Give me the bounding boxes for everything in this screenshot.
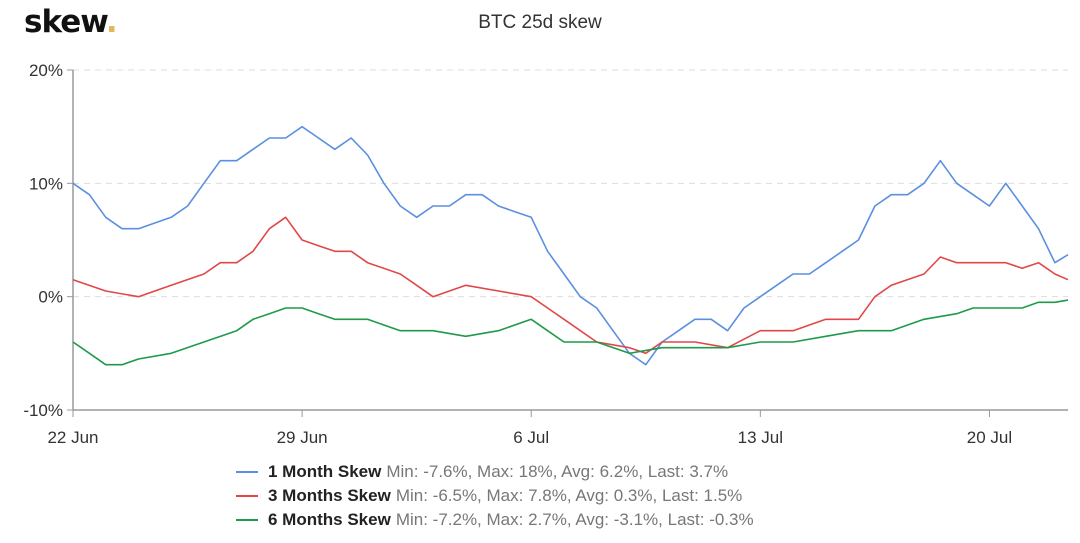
logo-text: skew: [24, 4, 107, 40]
legend-swatch: [236, 519, 258, 521]
chart-title: BTC 25d skew: [478, 12, 602, 33]
legend-item[interactable]: 1 Month Skew Min: -7.6%, Max: 18%, Avg: 6…: [236, 460, 754, 484]
x-tick-label: 13 Jul: [738, 428, 783, 447]
skew-logo: skew.: [24, 4, 118, 40]
series-line-3: [72, 299, 1069, 366]
x-tick-label: 22 Jun: [47, 428, 98, 447]
y-tick-label: 10%: [29, 174, 63, 193]
y-tick-label: 20%: [29, 61, 63, 80]
legend: 1 Month Skew Min: -7.6%, Max: 18%, Avg: 6…: [236, 460, 754, 532]
x-tick-label: 29 Jun: [277, 428, 328, 447]
legend-swatch: [236, 495, 258, 497]
y-tick-label: -10%: [23, 401, 63, 420]
legend-series-stats: Min: -7.2%, Max: 2.7%, Avg: -3.1%, Last:…: [395, 510, 754, 529]
legend-series-name: 6 Months Skew: [268, 510, 391, 529]
legend-series-name: 1 Month Skew: [268, 462, 382, 481]
legend-item[interactable]: 6 Months Skew Min: -7.2%, Max: 2.7%, Avg:…: [236, 508, 754, 532]
y-tick-label: 0%: [38, 288, 63, 307]
legend-series-stats: Min: -6.5%, Max: 7.8%, Avg: 0.3%, Last: …: [395, 486, 743, 505]
legend-item[interactable]: 3 Months Skew Min: -6.5%, Max: 7.8%, Avg:…: [236, 484, 754, 508]
x-tick-label: 20 Jul: [967, 428, 1012, 447]
x-tick-label: 6 Jul: [513, 428, 549, 447]
series-line-1: [72, 125, 1069, 366]
legend-series-stats: Min: -7.6%, Max: 18%, Avg: 6.2%, Last: 3…: [386, 462, 729, 481]
legend-series-name: 3 Months Skew: [268, 486, 391, 505]
series-line-2: [72, 216, 1069, 355]
legend-swatch: [236, 471, 258, 473]
